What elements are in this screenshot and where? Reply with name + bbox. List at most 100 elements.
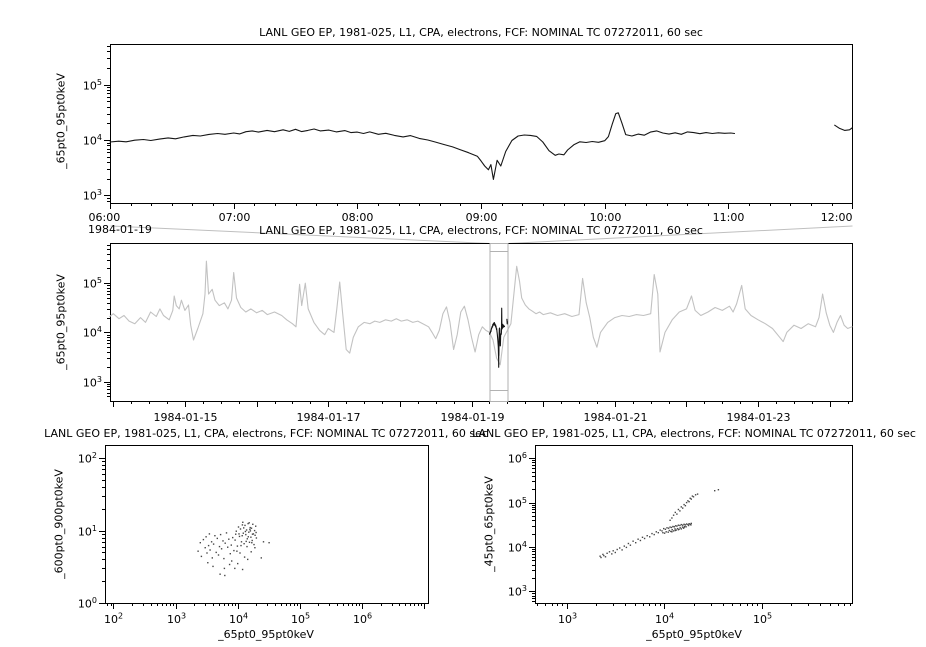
scatter-point	[244, 524, 246, 527]
scatter-point	[676, 525, 678, 527]
scatter-point	[224, 542, 226, 544]
scatter-point	[614, 551, 616, 554]
scatter-point	[207, 544, 210, 547]
scatter-point	[251, 542, 253, 544]
top-panel-title: LANL GEO EP, 1981-025, L1, CPA, electron…	[259, 26, 703, 39]
scatter-right-y-axis-label: _45pt0_65pt0keV	[482, 476, 496, 572]
scatter-point	[229, 553, 231, 555]
time-range-selection-box[interactable]	[488, 243, 509, 402]
scatter-point	[246, 545, 248, 548]
context-overview-panel[interactable]: 103 104 105 1984-01-15 1984-01-17 1984-01-19 1…	[83, 243, 853, 425]
scatter-point	[674, 528, 676, 530]
plot-frame	[535, 445, 853, 604]
top-y-axis-label: _65pt0_95pt0keV	[54, 73, 68, 169]
scatter-point	[238, 535, 241, 538]
scatter-point	[240, 544, 242, 547]
scatter-point	[242, 532, 244, 534]
log-tick-label: 100	[78, 596, 97, 611]
x-axis	[107, 603, 425, 609]
log-tick-label: 102	[104, 612, 123, 627]
scatter-point	[687, 523, 689, 526]
log-tick-label: 105	[508, 496, 527, 511]
scatter-point	[252, 523, 254, 525]
scatter-point	[669, 526, 671, 528]
log-tick-label: 106	[353, 612, 372, 627]
scatter-point	[230, 544, 232, 546]
scatter-point	[222, 540, 224, 542]
scatter-point	[238, 533, 240, 535]
scatter-points	[197, 521, 270, 577]
log-tick-label: 105	[291, 612, 310, 627]
scatter-point	[249, 530, 252, 532]
scatter-point	[688, 523, 690, 525]
scatter-point	[663, 527, 665, 530]
scatter-point	[231, 560, 233, 562]
scatter-point	[251, 533, 254, 535]
scatter-point	[241, 568, 244, 571]
scatter-point	[244, 530, 247, 533]
scatter-point	[245, 529, 248, 531]
scatter-point	[683, 525, 686, 528]
scatter-point	[639, 539, 642, 542]
log-tick-label: 103	[83, 188, 102, 203]
scatter-point	[676, 513, 678, 515]
plot-frame	[105, 445, 429, 604]
scatter-point	[665, 531, 667, 533]
scatter-point	[685, 501, 688, 504]
scatter-point	[669, 519, 671, 521]
scatter-point	[674, 529, 676, 532]
scatter-point	[216, 537, 218, 540]
scatter-point	[215, 551, 217, 554]
x-tick-label: 12:00	[821, 211, 853, 224]
x-axis	[537, 603, 851, 609]
scatter-point	[200, 555, 203, 558]
scatter-left-panel[interactable]: 100 101 102 102 103 104 105 106	[78, 445, 429, 627]
scatter-point	[677, 529, 680, 531]
scatter-point	[603, 554, 605, 557]
scatter-point	[717, 489, 720, 491]
scatter-point	[623, 545, 625, 547]
scatter-point	[632, 540, 634, 542]
scatter-point	[649, 536, 651, 538]
scatter-point	[247, 522, 249, 525]
x-axis	[110, 203, 853, 209]
scatter-point	[268, 542, 270, 544]
scatter-point	[683, 503, 685, 506]
scatter-point	[247, 558, 249, 561]
scatter-point	[667, 531, 669, 533]
scatter-point	[680, 506, 682, 508]
scatter-point	[249, 526, 251, 529]
scatter-point	[657, 532, 659, 534]
scatter-point	[682, 507, 684, 509]
scatter-right-panel[interactable]: 103 104 105 106 103 104 105	[508, 445, 853, 627]
scatter-point	[625, 546, 628, 549]
scatter-point	[223, 567, 226, 570]
log-tick-label: 104	[508, 540, 527, 555]
scatter-point	[247, 536, 249, 538]
scatter-point	[629, 544, 632, 546]
scatter-point	[245, 533, 247, 536]
top-time-series-panel[interactable]: 103 104 105 06:00 07:00 08:00 09:00 10:00 11:00 1…	[83, 44, 853, 225]
scatter-point	[253, 529, 256, 532]
scatter-point	[667, 527, 670, 529]
context-highlight-line	[506, 318, 508, 325]
scatter-point	[237, 526, 240, 528]
scatter-point	[253, 543, 255, 546]
scatter-point	[600, 556, 602, 559]
scatter-point	[233, 549, 235, 552]
scatter-right-x-axis-label: _65pt0_95pt0keV	[646, 628, 742, 641]
scatter-point	[234, 539, 236, 541]
scatter-point	[696, 493, 699, 495]
scatter-point	[217, 554, 220, 556]
scatter-point	[241, 524, 244, 526]
scatter-point	[262, 541, 265, 543]
log-tick-label: 105	[83, 276, 102, 291]
context-connector-lines	[110, 225, 853, 244]
scatter-point	[680, 528, 682, 530]
scatter-point	[687, 524, 690, 527]
scatter-point	[689, 497, 691, 499]
scatter-point	[679, 524, 681, 527]
x-tick-label: 06:00	[89, 211, 121, 224]
log-tick-label: 103	[167, 612, 186, 627]
selection-rect[interactable]	[489, 243, 509, 402]
